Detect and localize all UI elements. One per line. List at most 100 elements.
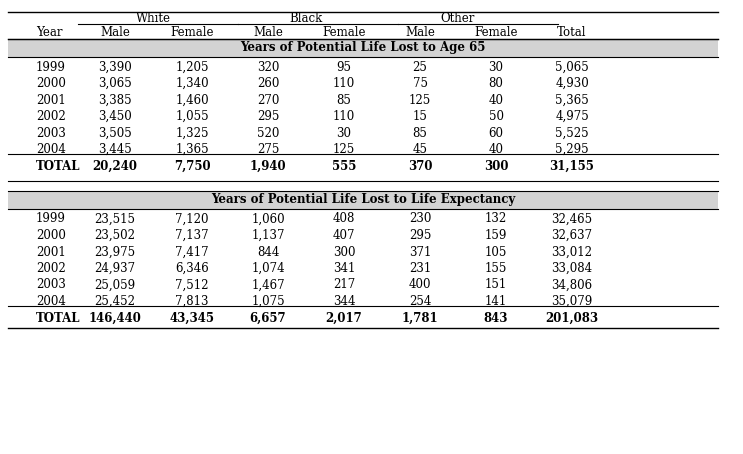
- Text: 844: 844: [257, 246, 279, 258]
- Text: 231: 231: [409, 262, 431, 275]
- Text: 4,930: 4,930: [555, 77, 589, 90]
- Text: 7,813: 7,813: [175, 295, 209, 308]
- Text: 20,240: 20,240: [92, 160, 137, 173]
- Text: 30: 30: [488, 61, 504, 74]
- Text: 371: 371: [409, 246, 431, 258]
- Text: 1,781: 1,781: [402, 311, 438, 325]
- Text: 1,325: 1,325: [175, 127, 209, 140]
- Text: 1,205: 1,205: [175, 61, 209, 74]
- Text: 23,975: 23,975: [94, 246, 135, 258]
- Text: 43,345: 43,345: [169, 311, 215, 325]
- Text: 34,806: 34,806: [551, 278, 593, 291]
- Text: 2004: 2004: [36, 295, 66, 308]
- Text: 2002: 2002: [36, 110, 65, 123]
- Text: TOTAL: TOTAL: [36, 311, 80, 325]
- Text: 1,074: 1,074: [251, 262, 285, 275]
- Text: 25,059: 25,059: [94, 278, 135, 291]
- Text: 30: 30: [337, 127, 351, 140]
- Text: 1,365: 1,365: [175, 143, 209, 156]
- Text: 2000: 2000: [36, 229, 66, 242]
- Text: 125: 125: [409, 94, 431, 107]
- Text: 33,012: 33,012: [551, 246, 592, 258]
- Text: Years of Potential Life Lost to Life Expectancy: Years of Potential Life Lost to Life Exp…: [211, 193, 515, 206]
- Text: Male: Male: [100, 25, 130, 39]
- Text: 1,940: 1,940: [250, 160, 286, 173]
- Text: 2004: 2004: [36, 143, 66, 156]
- Text: 254: 254: [409, 295, 431, 308]
- Text: 33,084: 33,084: [551, 262, 593, 275]
- Text: Total: Total: [557, 25, 587, 39]
- Text: 6,657: 6,657: [250, 311, 286, 325]
- Text: 35,079: 35,079: [551, 295, 593, 308]
- Text: Other: Other: [441, 13, 476, 25]
- Text: 341: 341: [333, 262, 355, 275]
- Text: 1,060: 1,060: [251, 212, 285, 226]
- Text: 5,525: 5,525: [555, 127, 588, 140]
- Text: 40: 40: [488, 143, 504, 156]
- Text: 95: 95: [337, 61, 351, 74]
- Text: 132: 132: [485, 212, 507, 226]
- Text: 3,450: 3,450: [98, 110, 132, 123]
- Text: 125: 125: [333, 143, 355, 156]
- Text: 159: 159: [485, 229, 507, 242]
- Text: 25,452: 25,452: [94, 295, 135, 308]
- Text: 1,137: 1,137: [251, 229, 285, 242]
- Text: Female: Female: [170, 25, 214, 39]
- Text: 40: 40: [488, 94, 504, 107]
- Text: 50: 50: [488, 110, 504, 123]
- Text: 344: 344: [333, 295, 355, 308]
- Text: 3,445: 3,445: [98, 143, 132, 156]
- Text: TOTAL: TOTAL: [36, 160, 80, 173]
- Text: 23,502: 23,502: [94, 229, 135, 242]
- Text: 60: 60: [488, 127, 504, 140]
- Text: 4,975: 4,975: [555, 110, 589, 123]
- Text: 320: 320: [257, 61, 279, 74]
- Text: White: White: [136, 13, 171, 25]
- Text: 1,340: 1,340: [175, 77, 209, 90]
- Text: 3,390: 3,390: [98, 61, 132, 74]
- Text: 300: 300: [484, 160, 508, 173]
- Text: 23,515: 23,515: [94, 212, 135, 226]
- Text: 520: 520: [257, 127, 279, 140]
- Text: 408: 408: [333, 212, 355, 226]
- Text: 105: 105: [485, 246, 507, 258]
- Text: 1,055: 1,055: [175, 110, 209, 123]
- Text: 2,017: 2,017: [325, 311, 363, 325]
- Text: 7,417: 7,417: [175, 246, 209, 258]
- Text: 1,460: 1,460: [175, 94, 209, 107]
- Text: 7,750: 7,750: [174, 160, 210, 173]
- Text: 85: 85: [412, 127, 427, 140]
- Text: 1999: 1999: [36, 61, 66, 74]
- Text: 1,075: 1,075: [251, 295, 285, 308]
- Bar: [8, 39, 718, 57]
- Text: 2000: 2000: [36, 77, 66, 90]
- Text: 2001: 2001: [36, 94, 65, 107]
- Text: Year: Year: [36, 25, 62, 39]
- Text: 3,385: 3,385: [98, 94, 132, 107]
- Text: Years of Potential Life Lost to Age 65: Years of Potential Life Lost to Age 65: [240, 41, 486, 54]
- Text: 407: 407: [333, 229, 355, 242]
- Text: 155: 155: [485, 262, 507, 275]
- Text: 270: 270: [257, 94, 279, 107]
- Text: 6,346: 6,346: [175, 262, 209, 275]
- Text: 151: 151: [485, 278, 507, 291]
- Text: 7,120: 7,120: [175, 212, 209, 226]
- Text: 260: 260: [257, 77, 279, 90]
- Text: 230: 230: [409, 212, 431, 226]
- Text: 275: 275: [257, 143, 279, 156]
- Text: 7,137: 7,137: [175, 229, 209, 242]
- Text: 141: 141: [485, 295, 507, 308]
- Text: Black: Black: [289, 13, 322, 25]
- Text: 85: 85: [337, 94, 351, 107]
- Text: 555: 555: [332, 160, 356, 173]
- Text: 15: 15: [412, 110, 427, 123]
- Text: 110: 110: [333, 77, 355, 90]
- Text: 300: 300: [333, 246, 355, 258]
- Text: 110: 110: [333, 110, 355, 123]
- Text: 201,083: 201,083: [545, 311, 599, 325]
- Text: Female: Female: [474, 25, 518, 39]
- Text: 295: 295: [409, 229, 431, 242]
- Text: 400: 400: [409, 278, 431, 291]
- Text: 5,295: 5,295: [555, 143, 588, 156]
- Text: 2003: 2003: [36, 278, 66, 291]
